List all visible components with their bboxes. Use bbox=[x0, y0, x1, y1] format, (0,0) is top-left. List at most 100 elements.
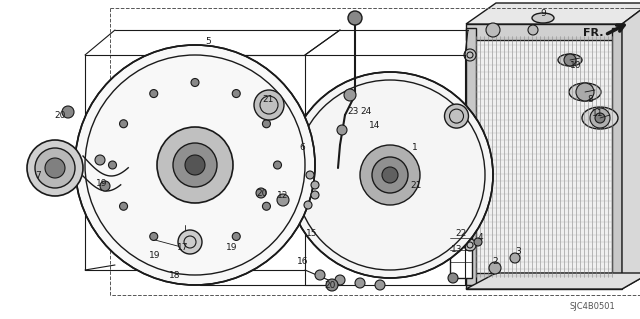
Ellipse shape bbox=[582, 107, 618, 129]
Circle shape bbox=[335, 275, 345, 285]
Text: 9: 9 bbox=[540, 10, 546, 19]
Text: 6: 6 bbox=[299, 144, 305, 152]
Circle shape bbox=[564, 54, 576, 66]
Circle shape bbox=[262, 202, 271, 210]
Circle shape bbox=[528, 25, 538, 35]
Text: 10: 10 bbox=[570, 61, 582, 70]
Text: 5: 5 bbox=[205, 38, 211, 47]
Circle shape bbox=[173, 143, 217, 187]
Circle shape bbox=[348, 11, 362, 25]
Circle shape bbox=[100, 181, 110, 191]
Text: 24: 24 bbox=[360, 108, 372, 116]
Circle shape bbox=[355, 278, 365, 288]
Text: 14: 14 bbox=[369, 121, 381, 130]
Circle shape bbox=[191, 78, 199, 86]
Text: 21: 21 bbox=[262, 95, 274, 105]
Circle shape bbox=[489, 262, 501, 274]
Circle shape bbox=[35, 148, 75, 188]
Bar bbox=[466, 28, 476, 285]
Circle shape bbox=[382, 167, 398, 183]
Circle shape bbox=[306, 171, 314, 179]
Polygon shape bbox=[328, 195, 407, 265]
Text: 23: 23 bbox=[348, 108, 358, 116]
Circle shape bbox=[464, 49, 476, 61]
Circle shape bbox=[45, 158, 65, 178]
Circle shape bbox=[75, 45, 315, 285]
Circle shape bbox=[590, 108, 610, 128]
Text: 4: 4 bbox=[477, 234, 483, 242]
Circle shape bbox=[595, 113, 605, 123]
Text: 17: 17 bbox=[177, 243, 189, 253]
Circle shape bbox=[372, 157, 408, 193]
Polygon shape bbox=[403, 178, 479, 255]
Circle shape bbox=[157, 127, 233, 203]
Circle shape bbox=[344, 89, 356, 101]
Bar bbox=[468, 28, 620, 285]
Circle shape bbox=[120, 202, 127, 210]
Circle shape bbox=[445, 104, 468, 128]
Circle shape bbox=[510, 253, 520, 263]
Polygon shape bbox=[300, 136, 365, 219]
Text: 20: 20 bbox=[256, 189, 268, 197]
Polygon shape bbox=[217, 168, 296, 239]
Circle shape bbox=[27, 140, 83, 196]
Circle shape bbox=[360, 145, 420, 205]
Polygon shape bbox=[109, 68, 185, 148]
Text: 21: 21 bbox=[410, 181, 422, 189]
Circle shape bbox=[576, 83, 594, 101]
Circle shape bbox=[464, 114, 476, 126]
Polygon shape bbox=[466, 3, 640, 24]
Polygon shape bbox=[181, 192, 249, 267]
Circle shape bbox=[304, 201, 312, 209]
Circle shape bbox=[337, 125, 347, 135]
Polygon shape bbox=[466, 273, 640, 289]
Text: 18: 18 bbox=[169, 271, 180, 279]
Polygon shape bbox=[324, 85, 403, 156]
Text: 19: 19 bbox=[96, 179, 108, 188]
Circle shape bbox=[62, 106, 74, 118]
Circle shape bbox=[375, 280, 385, 290]
Circle shape bbox=[474, 238, 482, 246]
Bar bbox=[466, 273, 622, 289]
Circle shape bbox=[185, 155, 205, 175]
Text: 3: 3 bbox=[515, 247, 521, 256]
Bar bbox=[450, 230, 472, 278]
Bar bbox=[466, 24, 622, 40]
Polygon shape bbox=[622, 3, 640, 289]
Circle shape bbox=[273, 161, 282, 169]
Text: 20: 20 bbox=[54, 110, 66, 120]
Circle shape bbox=[311, 181, 319, 189]
Circle shape bbox=[178, 230, 202, 254]
Circle shape bbox=[150, 90, 157, 98]
Circle shape bbox=[232, 233, 240, 241]
Circle shape bbox=[277, 194, 289, 206]
Circle shape bbox=[254, 90, 284, 120]
Circle shape bbox=[262, 120, 271, 128]
Bar bbox=[612, 28, 622, 285]
Circle shape bbox=[256, 188, 266, 198]
Circle shape bbox=[109, 161, 116, 169]
Text: 12: 12 bbox=[277, 191, 289, 201]
Circle shape bbox=[326, 279, 338, 291]
Text: 1: 1 bbox=[412, 144, 418, 152]
Circle shape bbox=[464, 179, 476, 191]
Text: 19: 19 bbox=[227, 243, 237, 253]
Ellipse shape bbox=[558, 54, 582, 66]
Text: 11: 11 bbox=[592, 108, 604, 117]
Text: 8: 8 bbox=[587, 95, 593, 105]
Text: 20: 20 bbox=[324, 280, 336, 290]
Polygon shape bbox=[402, 93, 479, 170]
Ellipse shape bbox=[532, 13, 554, 23]
Text: 15: 15 bbox=[307, 228, 317, 238]
Circle shape bbox=[95, 155, 105, 165]
Circle shape bbox=[448, 273, 458, 283]
Circle shape bbox=[287, 72, 493, 278]
Polygon shape bbox=[93, 129, 165, 199]
Circle shape bbox=[311, 191, 319, 199]
Polygon shape bbox=[108, 181, 184, 261]
Circle shape bbox=[150, 233, 157, 241]
Text: FR.: FR. bbox=[582, 28, 603, 38]
Circle shape bbox=[120, 120, 127, 128]
Text: 2: 2 bbox=[492, 257, 498, 266]
Text: 13: 13 bbox=[451, 246, 463, 255]
